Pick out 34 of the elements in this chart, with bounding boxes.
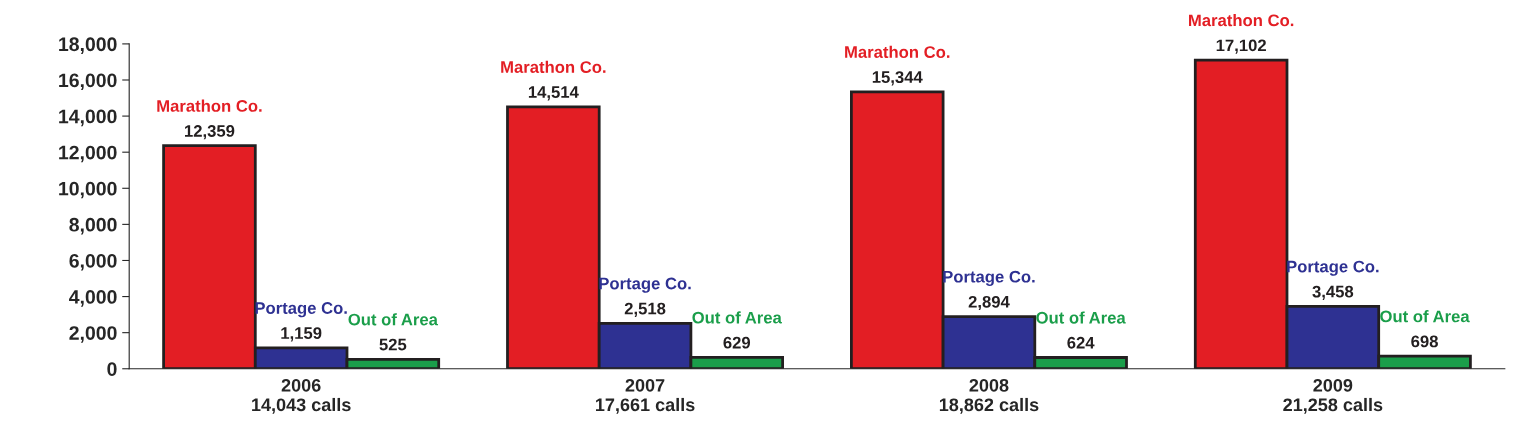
data-label: 1,159 — [281, 327, 322, 342]
data-label: 2,894 — [968, 295, 1010, 311]
text: Marathon Co. — [1189, 14, 1294, 27]
text: Out of Area — [348, 313, 439, 326]
text: Out of Area — [1380, 310, 1470, 323]
data-label: 698 — [1411, 335, 1438, 348]
y-tick-label: 18,000 — [59, 37, 117, 54]
text: Out of Area — [1036, 311, 1126, 324]
x-tick-label: 2009 21,258 calls — [1283, 378, 1383, 414]
y-tick-label: 16,000 — [59, 73, 117, 91]
text: Out of Area — [692, 311, 782, 324]
y-tick-label: 6,000 — [69, 253, 117, 271]
text: Marathon Co. — [157, 99, 262, 112]
data-label: 3,458 — [1312, 285, 1354, 300]
data-label: 12,359 — [185, 125, 235, 140]
data-label: 624 — [1067, 336, 1095, 349]
text: Marathon Co. — [501, 60, 606, 73]
x-tick-label: 2008 18,862 calls — [939, 378, 1039, 414]
data-label: 525 — [379, 338, 407, 351]
y-tick-label: 0 — [107, 362, 117, 376]
data-label: 2,518 — [624, 302, 666, 317]
x-tick-label: 2007 17,661 calls — [595, 378, 695, 414]
y-tick-label: 4,000 — [69, 290, 117, 307]
data-label: 17,102 — [1216, 39, 1266, 54]
data-label: 15,344 — [872, 71, 923, 86]
data-label: 14,514 — [528, 86, 579, 101]
x-tick-label: 2006 14,043 calls — [252, 378, 351, 414]
y-tick-label: 8,000 — [69, 217, 117, 235]
y-tick-label: 10,000 — [59, 181, 117, 199]
y-tick-label: 2,000 — [69, 326, 117, 343]
y-tick-label: 14,000 — [59, 109, 117, 127]
text: Marathon Co. — [845, 45, 950, 58]
y-tick-label: 12,000 — [59, 145, 117, 163]
data-label: 629 — [723, 336, 751, 349]
